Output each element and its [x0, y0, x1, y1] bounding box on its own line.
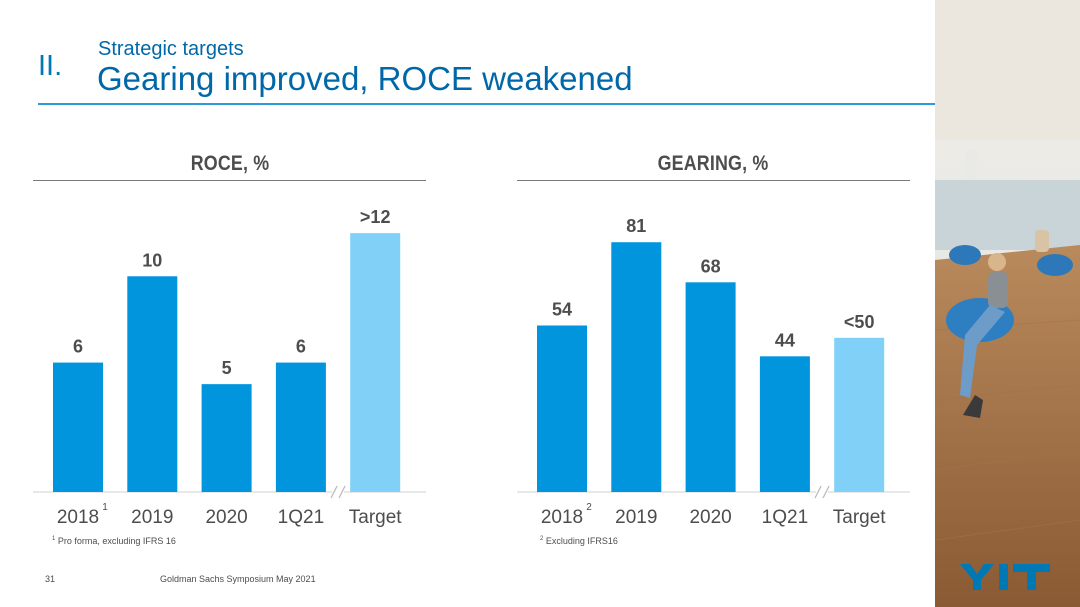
- gearing-category-label: 2018: [541, 507, 583, 528]
- roce-bar: [53, 362, 103, 492]
- yit-logo-image: [960, 564, 1050, 590]
- roce-chart: 6 2018 1 10 2019 5 2020 6 1Q21 >12 Target: [33, 207, 426, 528]
- yit-logo: [960, 562, 1052, 597]
- roce-category-label: 2018: [57, 507, 99, 528]
- roce-bar: [201, 384, 252, 492]
- gearing-value-label: 81: [626, 216, 646, 236]
- roce-value-label: 5: [222, 358, 232, 378]
- roce-value-label: >12: [360, 207, 391, 227]
- office-photo-image: [935, 0, 1080, 607]
- roce-category-label: 2019: [131, 507, 173, 528]
- roce-bar: [350, 233, 401, 492]
- gearing-category-label: 2020: [689, 507, 731, 528]
- office-photo: [935, 0, 1080, 607]
- gearing-chart: 54 2018 2 81 2019 68 2020 44 1Q21 <50 Target: [517, 216, 910, 528]
- gearing-bar: [759, 356, 810, 492]
- roce-category-label: Target: [349, 507, 403, 528]
- roce-category-label: 2020: [205, 507, 247, 528]
- roce-footnote-mark: 1: [52, 536, 56, 542]
- roce-footnote-text: Pro forma, excluding IFRS 16: [57, 536, 176, 546]
- roce-chart-title: ROCE, %: [190, 152, 270, 175]
- gearing-axis-break: [814, 485, 830, 499]
- roce-value-label: 6: [73, 337, 83, 357]
- gearing-category-label: 2019: [615, 507, 657, 528]
- footer-event: Goldman Sachs Symposium May 2021: [160, 574, 316, 584]
- gearing-value-label: <50: [844, 312, 875, 332]
- slide-subtitle: Strategic targets: [98, 38, 244, 60]
- gearing-title-rule: [517, 180, 910, 181]
- roce-axis-break: [330, 485, 346, 499]
- gearing-axis-break-line: [814, 485, 822, 499]
- gearing-footnote-mark: 2: [540, 536, 544, 542]
- gearing-axis-break-line: [822, 485, 830, 499]
- gearing-chart-title: GEARING, %: [657, 152, 769, 175]
- gearing-footnote-text: Excluding IFRS16: [545, 536, 618, 546]
- gearing-bar: [537, 325, 587, 492]
- gearing-category-label: 1Q21: [762, 507, 808, 528]
- gearing-axis-break-gap: [816, 490, 829, 494]
- slide-title: Gearing improved, ROCE weakened: [97, 60, 633, 97]
- title-divider: [38, 103, 1046, 105]
- roce-title-rule: [33, 180, 426, 181]
- gearing-bar: [611, 242, 662, 492]
- gearing-category-superscript: 2: [586, 502, 592, 513]
- page-number: 31: [45, 574, 56, 584]
- section-number: II.: [38, 50, 63, 82]
- roce-axis-break-line: [330, 485, 338, 499]
- gearing-bar: [834, 337, 885, 492]
- roce-value-label: 6: [296, 337, 306, 357]
- gearing-bar: [685, 282, 736, 492]
- roce-footnote: 1 Pro forma, excluding IFRS 16: [52, 536, 176, 546]
- gearing-value-label: 54: [552, 299, 572, 319]
- gearing-value-label: 44: [775, 330, 795, 350]
- gearing-value-label: 68: [701, 256, 721, 276]
- roce-category-superscript: 1: [102, 502, 108, 513]
- gearing-footnote: 2 Excluding IFRS16: [540, 536, 618, 546]
- roce-axis-break-line: [338, 485, 346, 499]
- roce-category-label: 1Q21: [278, 507, 324, 528]
- roce-bar: [127, 276, 178, 492]
- gearing-category-label: Target: [833, 507, 887, 528]
- roce-value-label: 10: [142, 250, 162, 270]
- roce-bar: [275, 362, 326, 492]
- roce-axis-break-gap: [332, 490, 345, 494]
